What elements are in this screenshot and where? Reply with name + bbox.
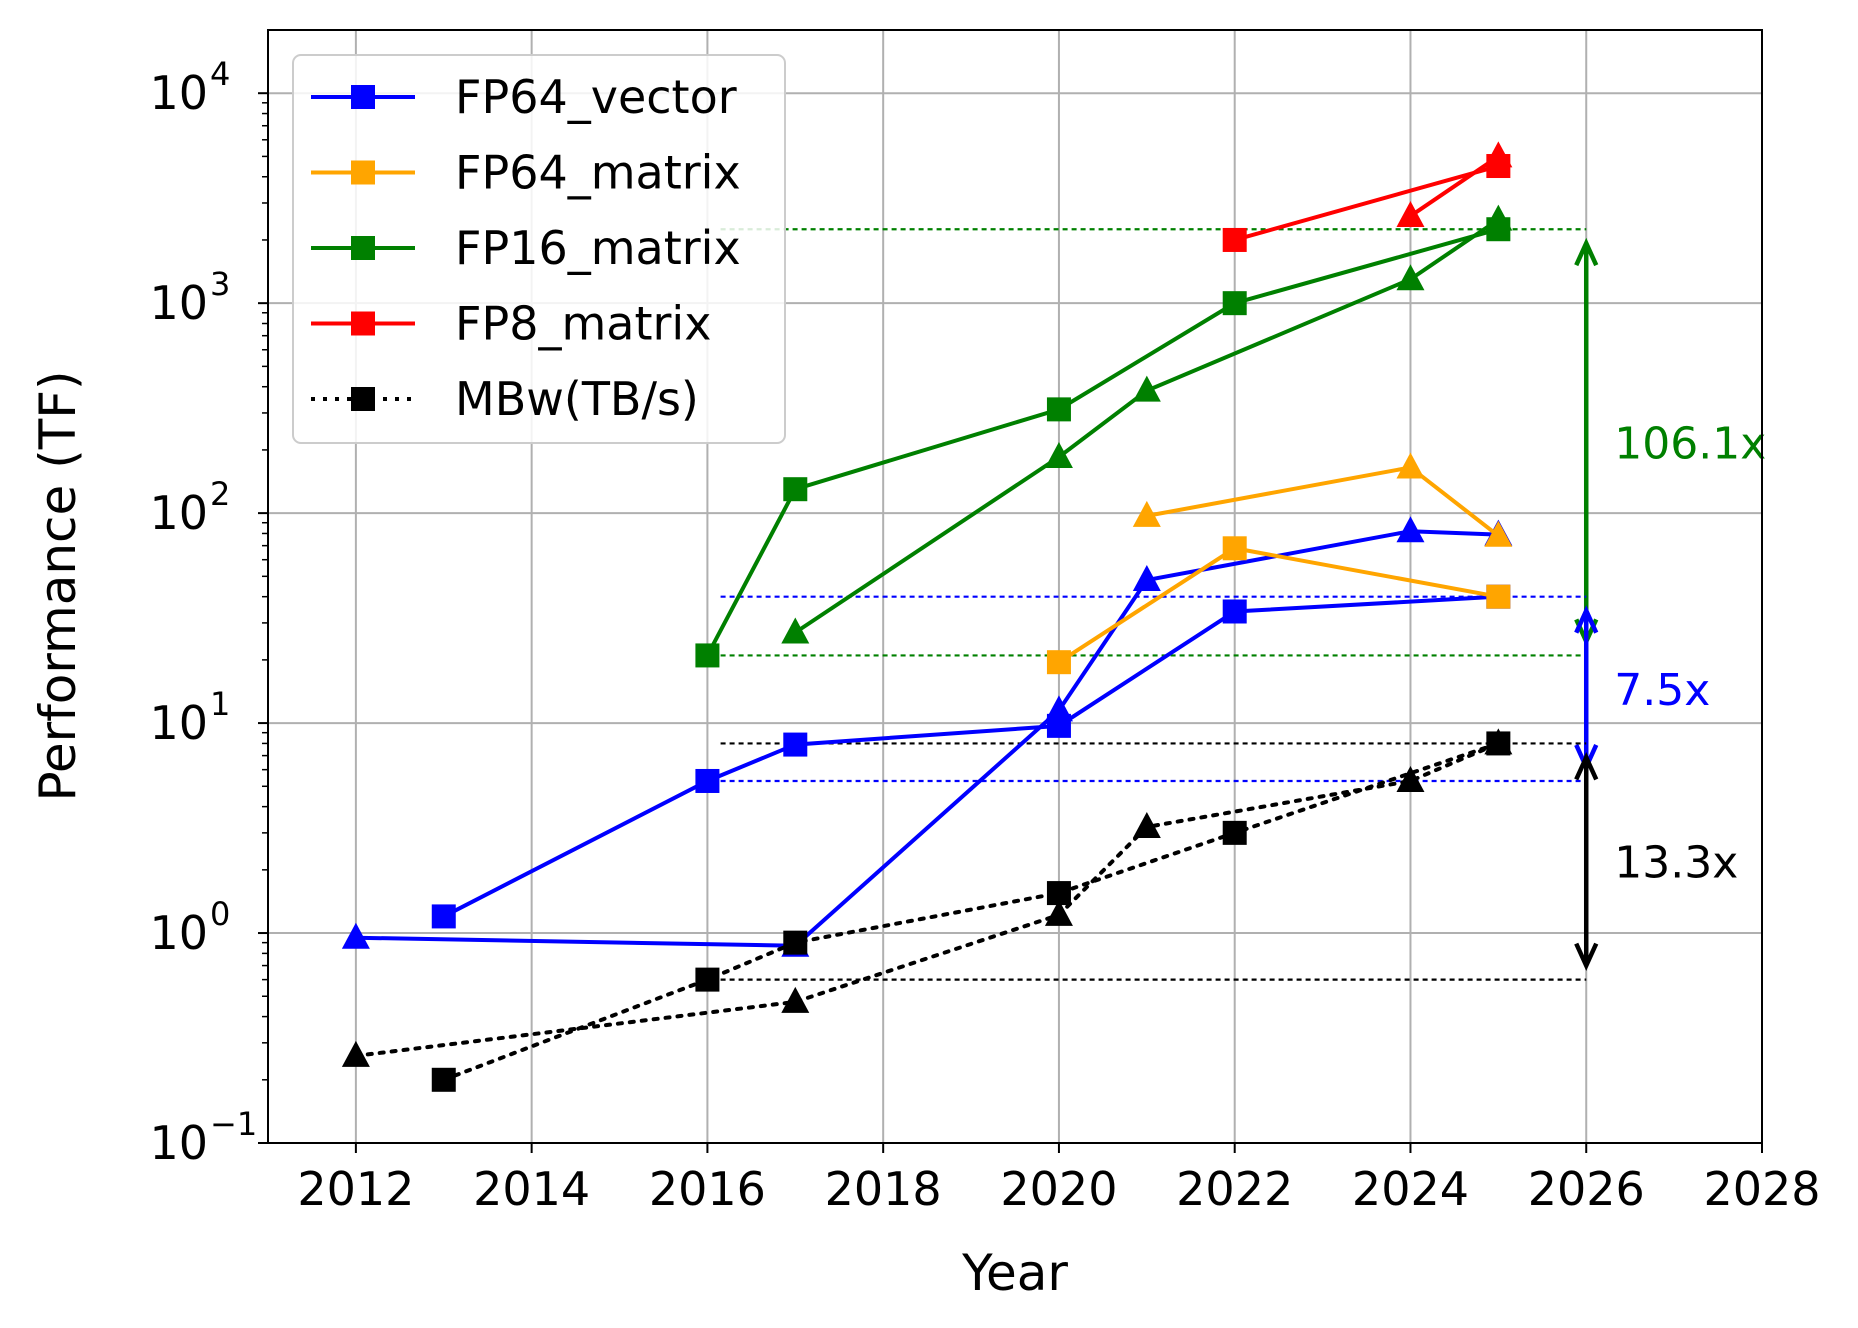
triangle-marker [1396,452,1425,479]
square-marker [783,732,808,757]
legend-marker [351,85,375,109]
arrow-head-up [1574,237,1599,267]
square-marker [1222,536,1247,561]
triangle-marker [1484,141,1513,168]
plot-frame [267,29,1763,1144]
chart-marks: 106.1x 7.5x 13.3x [341,141,1766,1092]
y-tick-exponent: −1 [210,1105,257,1143]
triangle-marker [781,986,810,1013]
y-tick-label: 10 [149,906,208,960]
y-tick-exponent: 3 [210,265,230,303]
triangle-marker [1132,565,1161,592]
square-marker [783,930,808,955]
triangle-marker [1132,811,1161,838]
square-marker [695,768,720,793]
triangle-marker [1484,204,1513,231]
square-marker [783,477,808,502]
legend: FP64_vector FP64_matrix FP16_matrix FP8_mat… [292,54,786,444]
x-tick-label: 2018 [825,1162,942,1216]
y-tick-label: 10 [149,66,208,120]
triangle-marker [1396,264,1425,291]
x-tick-label: 2028 [1703,1162,1820,1216]
arrow-head-up [1574,605,1599,634]
series-line-mbw-tb-s--triangles [353,741,1501,1058]
y-tick-label: 10 [149,1116,208,1170]
square-marker [1046,397,1071,422]
x-tick-label: 2026 [1528,1162,1645,1216]
triangle-marker [1044,442,1073,469]
grid [268,30,1763,1144]
legend-marker [351,160,375,185]
square-marker [431,904,456,929]
series-line-fp64-matrix-triangles [1146,465,1500,538]
y-tick-exponent: 2 [210,475,230,513]
arrow-head-up [1574,751,1599,781]
triangle-marker [1044,695,1073,722]
x-tick-label: 2012 [297,1162,414,1216]
square-marker [1222,599,1247,624]
legend-entry: FP8_matrix [455,297,711,351]
x-tick-label: 2014 [473,1162,590,1216]
series-line-fp8-matrix-triangles [1409,154,1500,218]
y-tick-label: 10 [149,276,208,330]
square-marker [695,967,720,992]
legend-entry: FP16_matrix [455,221,741,275]
x-tick-label: 2024 [1352,1162,1469,1216]
triangle-marker [1044,899,1073,926]
square-marker [1222,820,1247,845]
triangle-marker [341,1040,370,1067]
y-axis-label: Performance (TF) [29,370,87,801]
x-tick-label: 2016 [649,1162,766,1216]
x-axis-label: Year [961,1244,1068,1302]
square-marker [1046,650,1071,675]
triangle-marker [1396,765,1425,792]
legend-box [292,54,786,444]
legend-marker [351,236,375,260]
triangle-marker [341,922,370,949]
x-tick-label: 2020 [1000,1162,1117,1216]
series-line-fp64-vector-squares [442,594,1499,919]
ratio-label: 7.5x [1614,665,1710,716]
y-tick-label: 10 [149,696,208,750]
y-tick-exponent: 1 [210,685,230,723]
triangle-marker [1132,375,1161,402]
triangle-marker [1484,520,1513,547]
x-tick-label: 2022 [1176,1162,1293,1216]
series-line-fp64-matrix-squares [1057,546,1499,664]
y-tick-label: 10 [149,486,208,540]
y-tick-exponent: 4 [210,55,230,93]
square-marker [1222,227,1247,252]
legend-entry: FP64_matrix [455,146,741,200]
series-line-fp64-vector-triangles [355,529,1499,948]
triangle-marker [781,617,810,644]
triangle-marker [1396,201,1425,228]
legend-marker [351,311,375,336]
square-marker [1222,291,1247,316]
square-marker [431,1067,456,1092]
ratio-label: 106.1x [1614,418,1766,469]
triangle-marker [1132,500,1161,527]
triangle-marker [1396,516,1425,543]
ratio-label: 13.3x [1614,838,1738,889]
legend-entry: MBw(TB/s) [455,372,699,426]
legend-entry: FP64_vector [455,70,737,124]
y-tick-exponent: 0 [210,895,230,933]
legend-marker [351,387,375,411]
arrow-head-down [1574,942,1599,972]
triangle-marker [1484,728,1513,755]
square-marker [1486,584,1511,609]
square-marker [695,643,720,668]
series-line-mbw-tb-s--squares [441,741,1501,1082]
series-line-fp8-matrix-squares [1234,164,1499,242]
